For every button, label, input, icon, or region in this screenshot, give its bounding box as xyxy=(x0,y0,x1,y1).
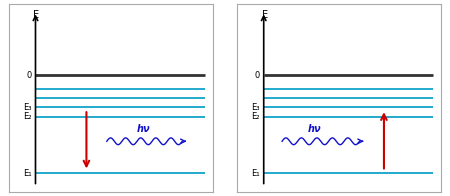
Text: hν: hν xyxy=(137,124,150,134)
Text: E: E xyxy=(262,10,268,20)
Text: 0: 0 xyxy=(254,71,260,80)
Text: E₃: E₃ xyxy=(251,103,260,112)
Text: E: E xyxy=(33,10,40,20)
Text: E₁: E₁ xyxy=(251,169,260,178)
Text: E₁: E₁ xyxy=(23,169,32,178)
Text: 0: 0 xyxy=(26,71,32,80)
Text: E₃: E₃ xyxy=(23,103,32,112)
Text: hν: hν xyxy=(308,124,321,134)
Text: E₂: E₂ xyxy=(251,112,260,121)
Text: E₂: E₂ xyxy=(23,112,32,121)
